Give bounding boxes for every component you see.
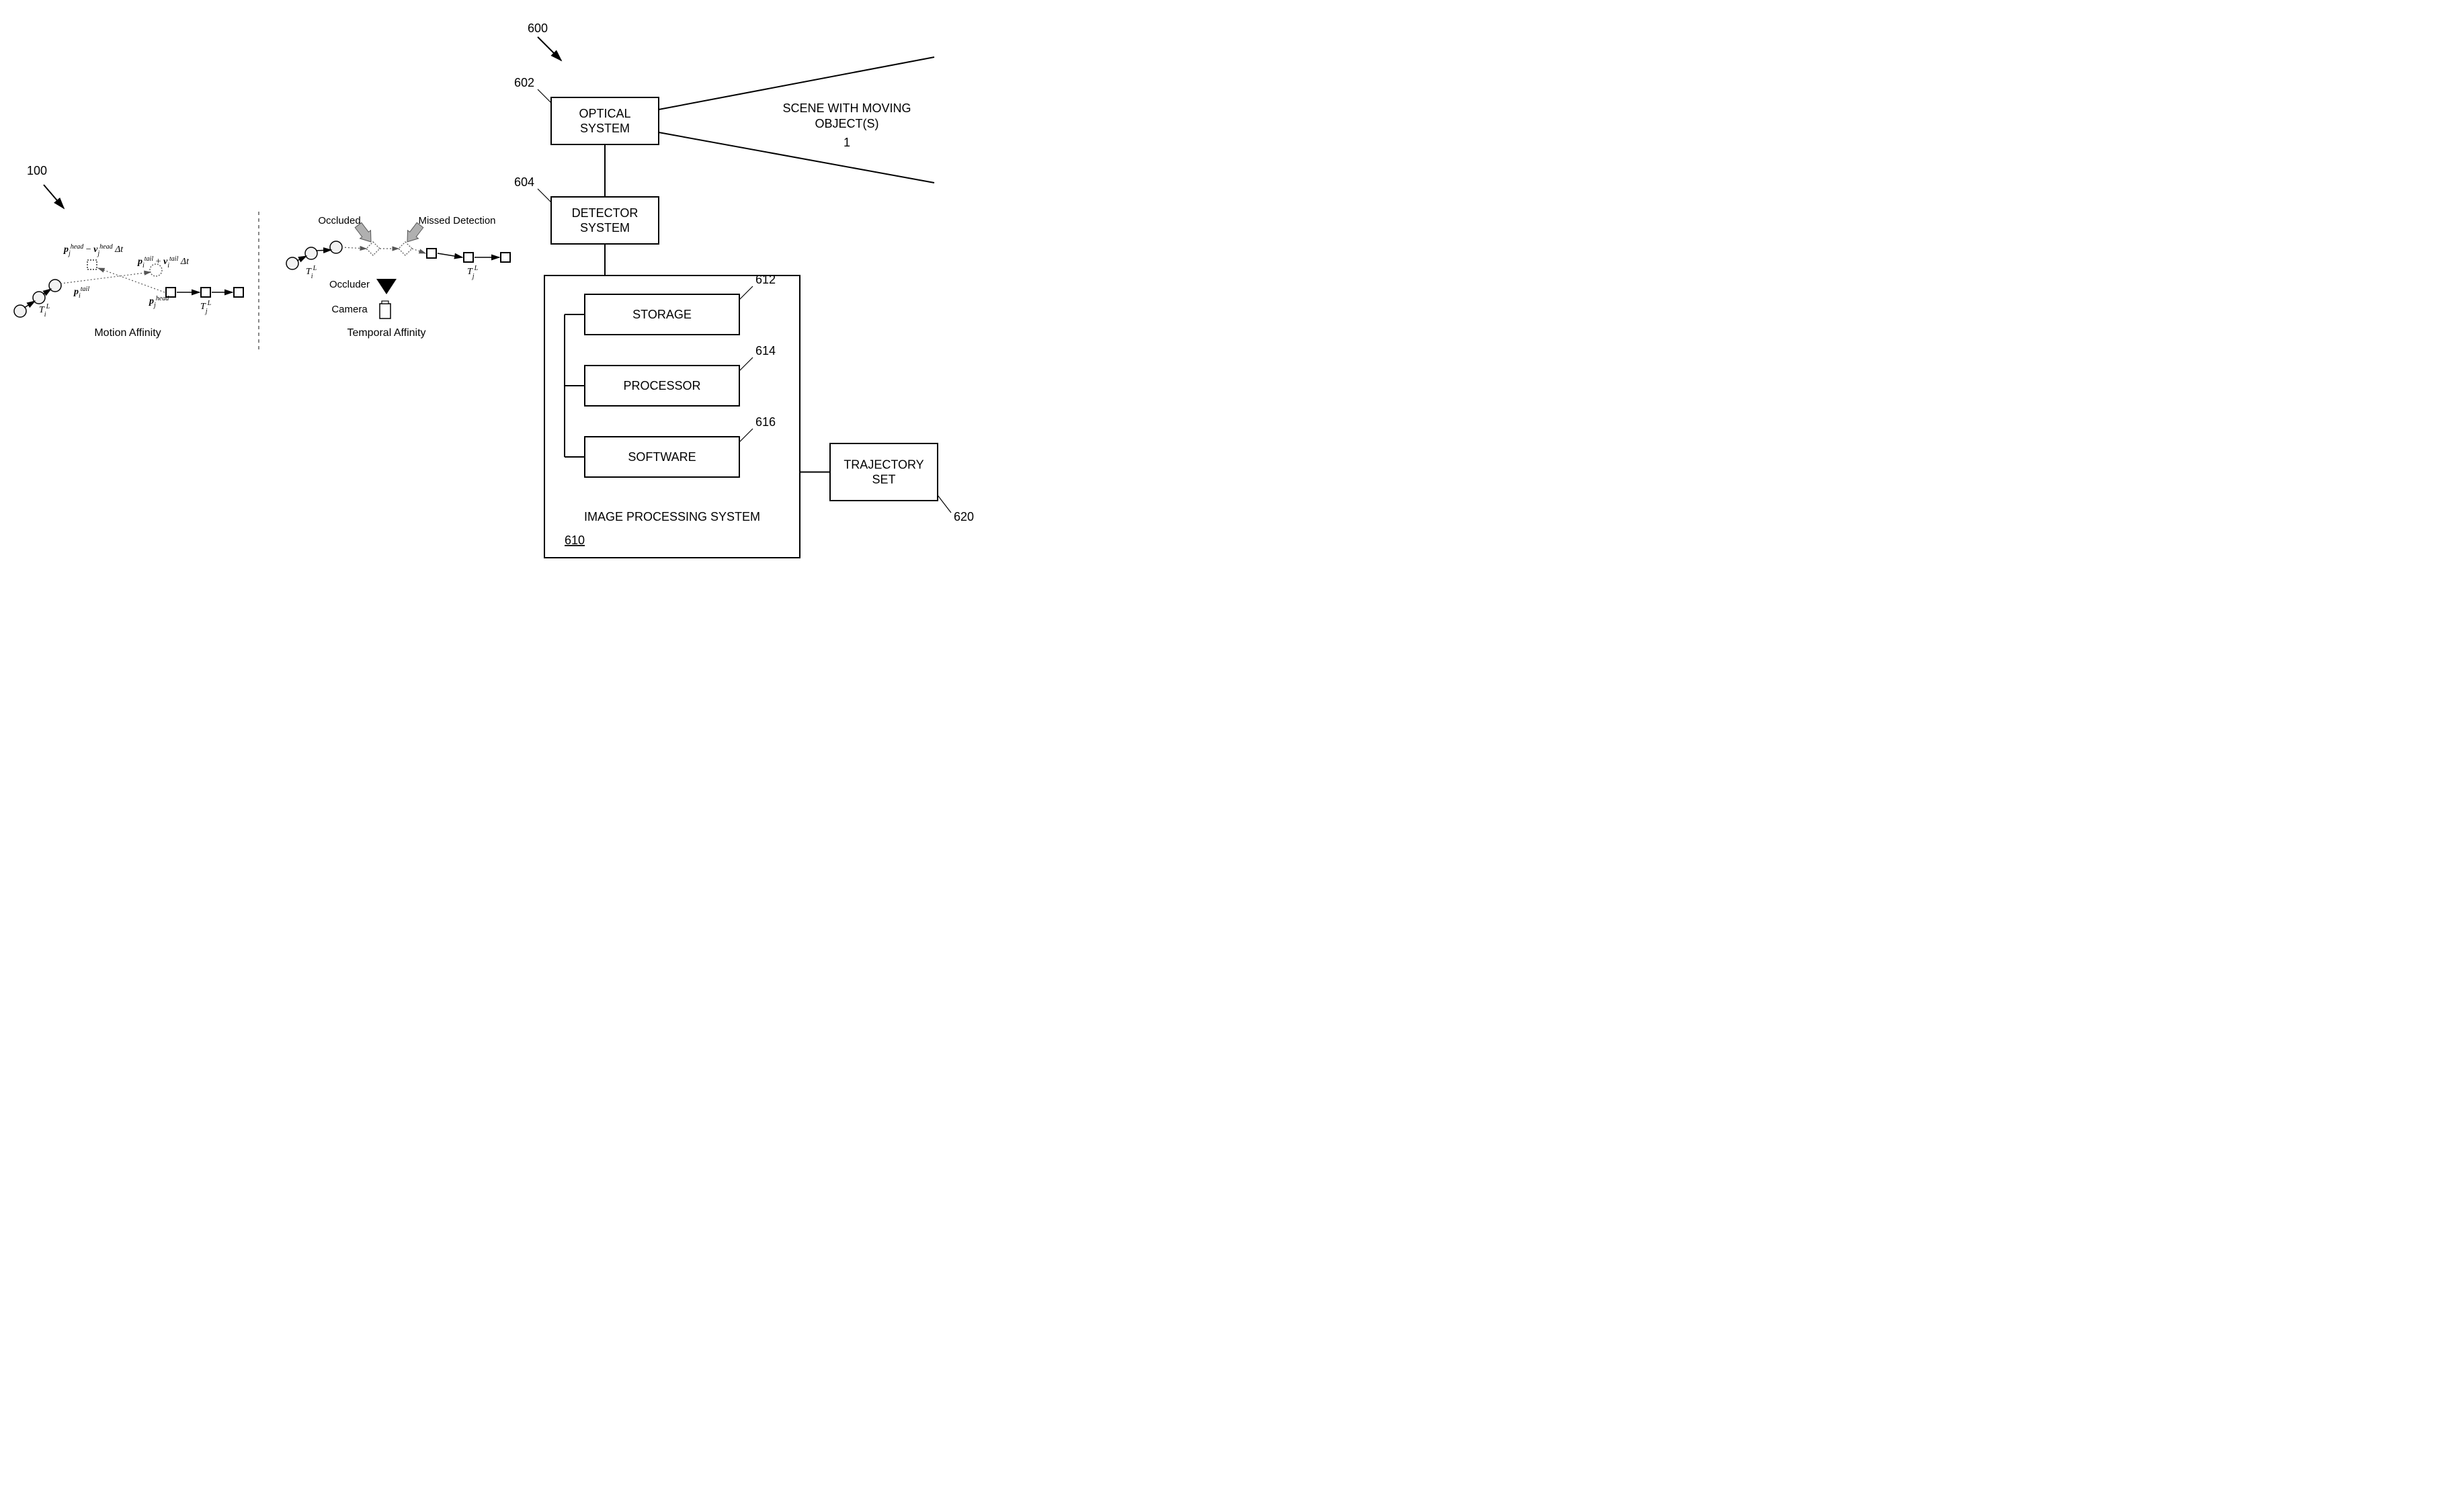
temp-j-node-0 — [427, 249, 436, 258]
svg-text:Camera: Camera — [331, 304, 368, 315]
svg-text:pjhead − vjhead Δt: pjhead − vjhead Δt — [63, 243, 124, 257]
svg-text:604: 604 — [514, 175, 534, 189]
scene-label-1: SCENE WITH MOVING — [782, 101, 911, 115]
track-j-node-2 — [234, 288, 243, 297]
temp-i-node-1 — [305, 247, 317, 259]
temp-j-node-1 — [464, 253, 473, 262]
svg-text:616: 616 — [755, 415, 776, 429]
occluder-icon — [376, 279, 397, 294]
temporal-affinity: TiL TjL Occluded Missed Detection Occluder Ca… — [286, 215, 510, 339]
refnum-600: 600 — [528, 22, 548, 35]
svg-text:602: 602 — [514, 76, 534, 89]
svg-text:PROCESSOR: PROCESSOR — [623, 379, 700, 392]
box-trajectory: TRAJECTORYSET — [830, 443, 938, 501]
box-storage: STORAGE — [585, 294, 739, 335]
svg-text:SYSTEM: SYSTEM — [580, 221, 630, 235]
svg-text:620: 620 — [954, 510, 974, 523]
right-panel: 600 SCENE WITH MOVING OBJECT(S) 1 OPTICAL SYS… — [514, 22, 974, 558]
svg-text:612: 612 — [755, 273, 776, 286]
svg-text:Missed Detection: Missed Detection — [418, 215, 495, 226]
motion-caption: Motion Affinity — [94, 327, 161, 339]
motion-affinity: TiL TjL pitail pjhead pjhead − vjhead Δt pita… — [14, 243, 243, 339]
svg-text:SET: SET — [872, 473, 895, 486]
svg-text:pjhead: pjhead — [149, 295, 169, 309]
scene-label-num: 1 — [844, 136, 850, 149]
svg-text:pitail: pitail — [73, 286, 89, 300]
svg-text:Occluder: Occluder — [329, 279, 370, 290]
box-detector: DETECTORSYSTEM — [551, 197, 659, 244]
temporal-caption: Temporal Affinity — [347, 327, 425, 339]
svg-text:OPTICAL: OPTICAL — [579, 107, 630, 120]
box-software: SOFTWARE — [585, 437, 739, 477]
svg-text:614: 614 — [755, 344, 776, 357]
svg-text:TiL: TiL — [39, 303, 50, 318]
svg-text:SOFTWARE: SOFTWARE — [628, 450, 696, 464]
svg-text:TiL: TiL — [306, 265, 317, 280]
svg-text:pitail + vitail Δt: pitail + vitail Δt — [137, 255, 190, 269]
camera-icon — [380, 304, 391, 318]
box-processor: PROCESSOR — [585, 366, 739, 406]
svg-text:TjL: TjL — [467, 265, 479, 280]
scene-label-2: OBJECT(S) — [815, 117, 878, 130]
refnum-100: 100 — [27, 164, 47, 177]
temp-i-node-0 — [286, 257, 298, 269]
gap-node-0 — [366, 242, 380, 255]
temp-i-node-2 — [330, 241, 342, 253]
track-i-node-1 — [33, 292, 45, 304]
gap-node-1 — [399, 242, 412, 255]
left-panel: 100 TiL TjL pitail pjhead pjhead − vjhead Δt p… — [14, 164, 510, 349]
svg-text:TRAJECTORY: TRAJECTORY — [844, 458, 923, 472]
track-i-node-0 — [14, 305, 26, 317]
track-i-node-2 — [49, 280, 61, 292]
box-optical: OPTICAL SYSTEM — [551, 97, 659, 144]
svg-text:STORAGE: STORAGE — [632, 308, 692, 321]
svg-text:TjL: TjL — [200, 300, 212, 315]
fov-line-1 — [659, 132, 934, 183]
svg-text:610: 610 — [565, 534, 585, 547]
svg-text:DETECTOR: DETECTOR — [572, 206, 639, 220]
svg-text:Occluded: Occluded — [318, 215, 360, 226]
temp-j-node-2 — [501, 253, 510, 262]
svg-text:IMAGE PROCESSING SYSTEM: IMAGE PROCESSING SYSTEM — [584, 510, 760, 523]
svg-text:SYSTEM: SYSTEM — [580, 122, 630, 135]
track-j-node-1 — [201, 288, 210, 297]
